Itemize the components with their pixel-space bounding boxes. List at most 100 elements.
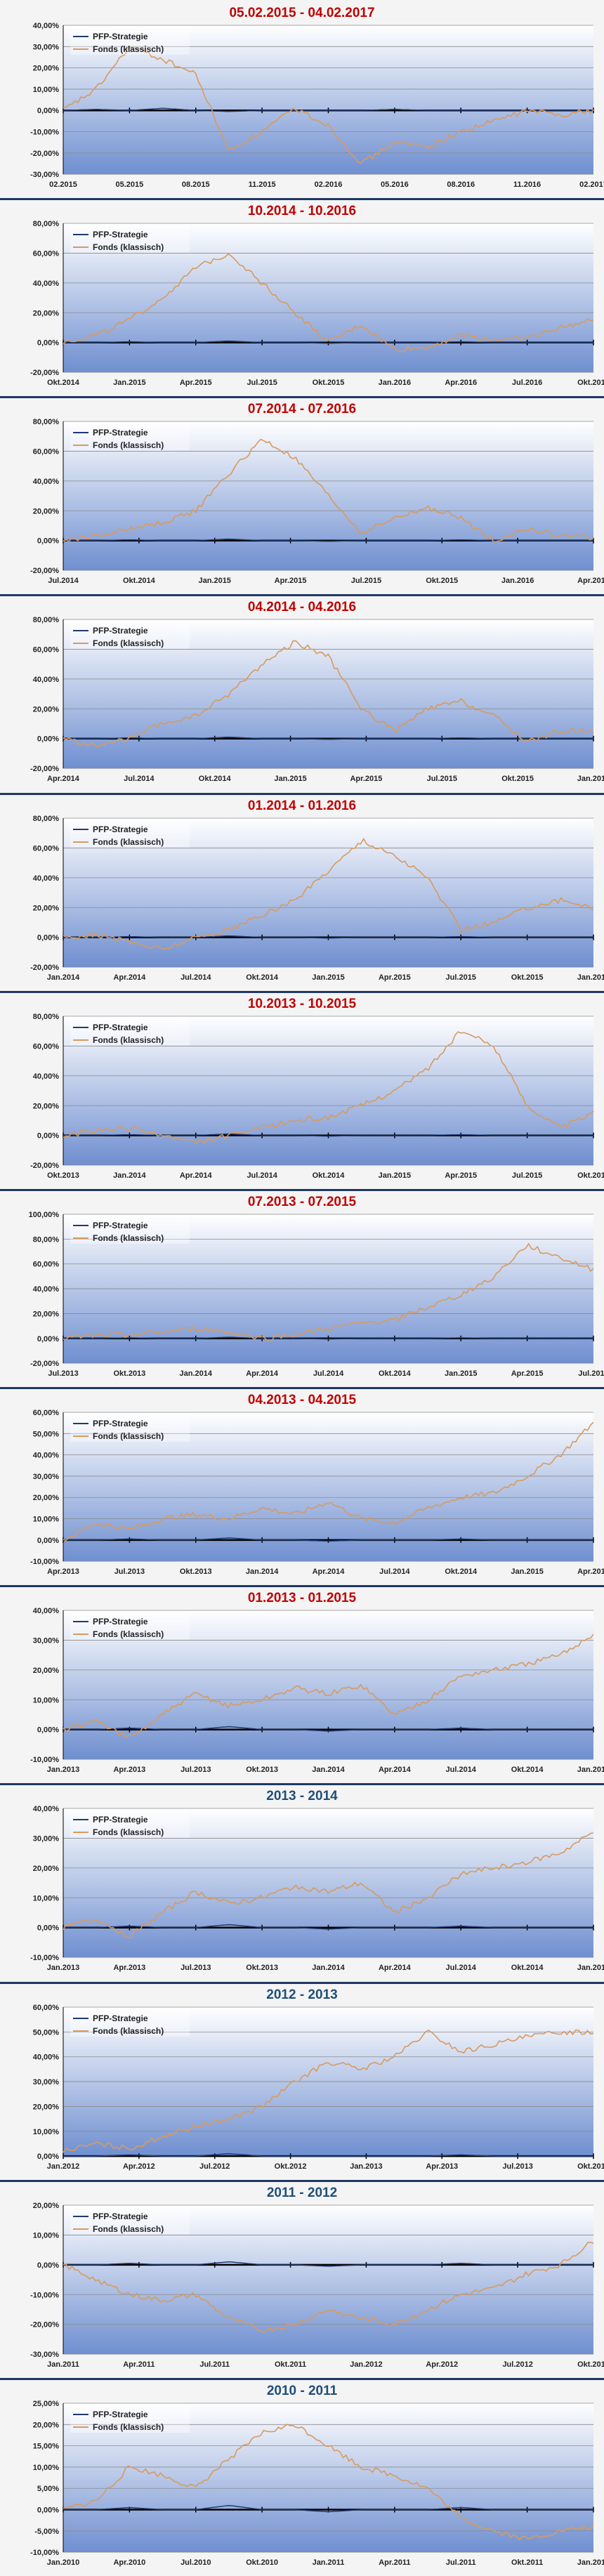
y-tick-label: 10,00% [33, 2231, 59, 2240]
x-tick-label: Okt.2014 [313, 1171, 346, 1180]
x-tick-label: Apr.2011 [123, 2360, 155, 2369]
line-chart: -10,00% 0,00% 10,00% 20,00% 30,00% 40,00% Jan.… [30, 1805, 604, 1973]
y-tick-label: -10,00% [30, 129, 59, 137]
y-tick-label: 0,00% [37, 537, 59, 546]
x-tick-label: Okt.2013 [113, 1369, 145, 1378]
y-tick-label: -20,00% [30, 2320, 59, 2329]
legend-label: PFP-Strategie [93, 2013, 148, 2023]
x-tick-label: Okt.2016 [577, 379, 604, 387]
y-tick-label: -10,00% [30, 1756, 59, 1764]
x-tick-label: Jul.2013 [180, 1766, 211, 1774]
line-chart: -20,00% 0,00% 20,00% 40,00% 60,00% 80,00% Okt.… [30, 1013, 604, 1180]
x-tick-label: Okt.2013 [246, 1766, 278, 1774]
x-tick-label: 02.2016 [315, 180, 343, 189]
series-line-pfp-strategie [63, 340, 593, 344]
x-tick-label: Apr.2014 [47, 775, 80, 784]
x-tick-label: Apr.2016 [445, 379, 477, 387]
x-tick-label: Okt.2015 [577, 1171, 604, 1180]
x-tick-label: Jul.2015 [351, 577, 381, 585]
x-tick-label: Okt.2015 [511, 973, 544, 982]
line-chart: -20,00% 0,00% 20,00% 40,00% 60,00% 80,00% Jan.… [30, 815, 604, 982]
x-tick-label: Okt.2011 [511, 2558, 543, 2567]
x-tick-label: Apr.2016 [577, 577, 604, 585]
y-tick-label: -5,00% [34, 2528, 59, 2536]
legend-label: Fonds (klassisch) [93, 1233, 164, 1243]
x-tick-label: 08.2016 [447, 180, 475, 189]
x-tick-label: 05.2015 [116, 180, 144, 189]
x-tick-label: Jan.2015 [577, 1964, 604, 1973]
x-tick-label: 11.2016 [513, 180, 541, 189]
series-line-fonds-klassisch [63, 1031, 594, 1144]
y-tick-label: 0,00% [37, 1726, 59, 1735]
plot-area [63, 421, 593, 571]
legend-label: Fonds (klassisch) [93, 1827, 164, 1837]
y-tick-label: -20,00% [30, 964, 59, 972]
y-tick-label: -10,00% [30, 2291, 59, 2299]
x-tick-label: Jan.2012 [47, 2162, 79, 2171]
plot-area [63, 817, 593, 967]
legend-label: Fonds (klassisch) [93, 440, 164, 450]
y-tick-label: 40,00% [33, 280, 59, 288]
chart-panel: 2011 - 2012 -30,00% -20,00% -10,00% 0,00% 10,… [0, 2179, 604, 2378]
series-line-pfp-strategie [63, 1924, 593, 1930]
series-line-fonds-klassisch [63, 837, 594, 950]
y-tick-label: 60,00% [33, 844, 59, 853]
x-tick-label: Jul.2014 [124, 775, 155, 784]
legend-box [70, 820, 190, 848]
x-tick-label: Jan.2013 [47, 1964, 79, 1973]
chart-title: 07.2013 - 07.2015 [247, 1194, 357, 1209]
x-tick-label: Jan.2014 [47, 973, 80, 982]
x-tick-label: Okt.2014 [199, 775, 232, 784]
series-line-fonds-klassisch [63, 2029, 594, 2153]
line-chart: -30,00% -20,00% -10,00% 0,00% 10,00% 20,00% 30… [30, 22, 604, 189]
x-tick-label: Apr.2015 [445, 1171, 477, 1180]
plot-area [63, 1016, 593, 1165]
series-line-fonds-klassisch [63, 439, 594, 543]
y-tick-label: 0,00% [37, 1131, 59, 1140]
legend-box [70, 226, 190, 254]
panel-divider [0, 1387, 604, 1390]
x-tick-label: Jul.2011 [446, 2558, 476, 2567]
x-tick-label: Jul.2010 [180, 2558, 211, 2567]
chart-title: 2012 - 2013 [266, 1987, 338, 2002]
panel-divider [0, 594, 604, 597]
panel-divider [0, 2377, 604, 2380]
y-tick-label: 40,00% [33, 2053, 59, 2061]
x-tick-label: Jul.2015 [247, 379, 277, 387]
x-tick-label: Jan.2015 [312, 973, 344, 982]
chart-panel: 10.2014 - 10.2016 -20,00% 0,00% 20,00% 40,00… [0, 198, 604, 397]
panel-divider [0, 1783, 604, 1786]
series-line-fonds-klassisch [63, 253, 594, 353]
y-tick-label: 10,00% [33, 86, 59, 94]
x-tick-label: Jan.2014 [246, 1568, 279, 1576]
x-tick-label: Jul.2015 [427, 775, 457, 784]
y-tick-label: 50,00% [33, 1430, 59, 1438]
y-tick-label: 0,00% [37, 1924, 59, 1933]
legend-box [70, 1415, 190, 1443]
x-tick-label: Jan.2012 [350, 2360, 382, 2369]
x-tick-label: Apr.2014 [313, 1568, 346, 1576]
legend-box [70, 2009, 190, 2037]
line-chart: -20,00% 0,00% 20,00% 40,00% 60,00% 80,00% Okt.… [30, 220, 604, 387]
series-line-pfp-strategie [63, 737, 593, 740]
x-tick-label: Jan.2016 [379, 379, 411, 387]
legend-box [70, 1811, 190, 1839]
y-tick-label: 60,00% [33, 448, 59, 456]
y-tick-label: 0,00% [37, 2506, 59, 2514]
y-tick-label: 40,00% [33, 478, 59, 486]
y-tick-label: 100,00% [29, 1211, 60, 1219]
x-tick-label: Jan.2011 [47, 2360, 79, 2369]
y-tick-label: 80,00% [33, 220, 59, 228]
y-tick-label: 20,00% [33, 309, 59, 317]
y-tick-label: 30,00% [33, 1835, 59, 1844]
x-tick-label: Jan.2014 [180, 1369, 213, 1378]
x-tick-label: Jan.2015 [274, 775, 306, 784]
x-tick-label: Apr.2013 [47, 1568, 79, 1576]
y-tick-label: 80,00% [33, 815, 59, 823]
panel-divider [0, 1981, 604, 1984]
x-tick-label: Okt.2013 [577, 2162, 604, 2171]
y-tick-label: 10,00% [33, 2464, 59, 2472]
x-tick-label: Jan.2014 [312, 1766, 345, 1774]
y-tick-label: 60,00% [33, 1042, 59, 1051]
chart-title: 2011 - 2012 [266, 2185, 338, 2200]
